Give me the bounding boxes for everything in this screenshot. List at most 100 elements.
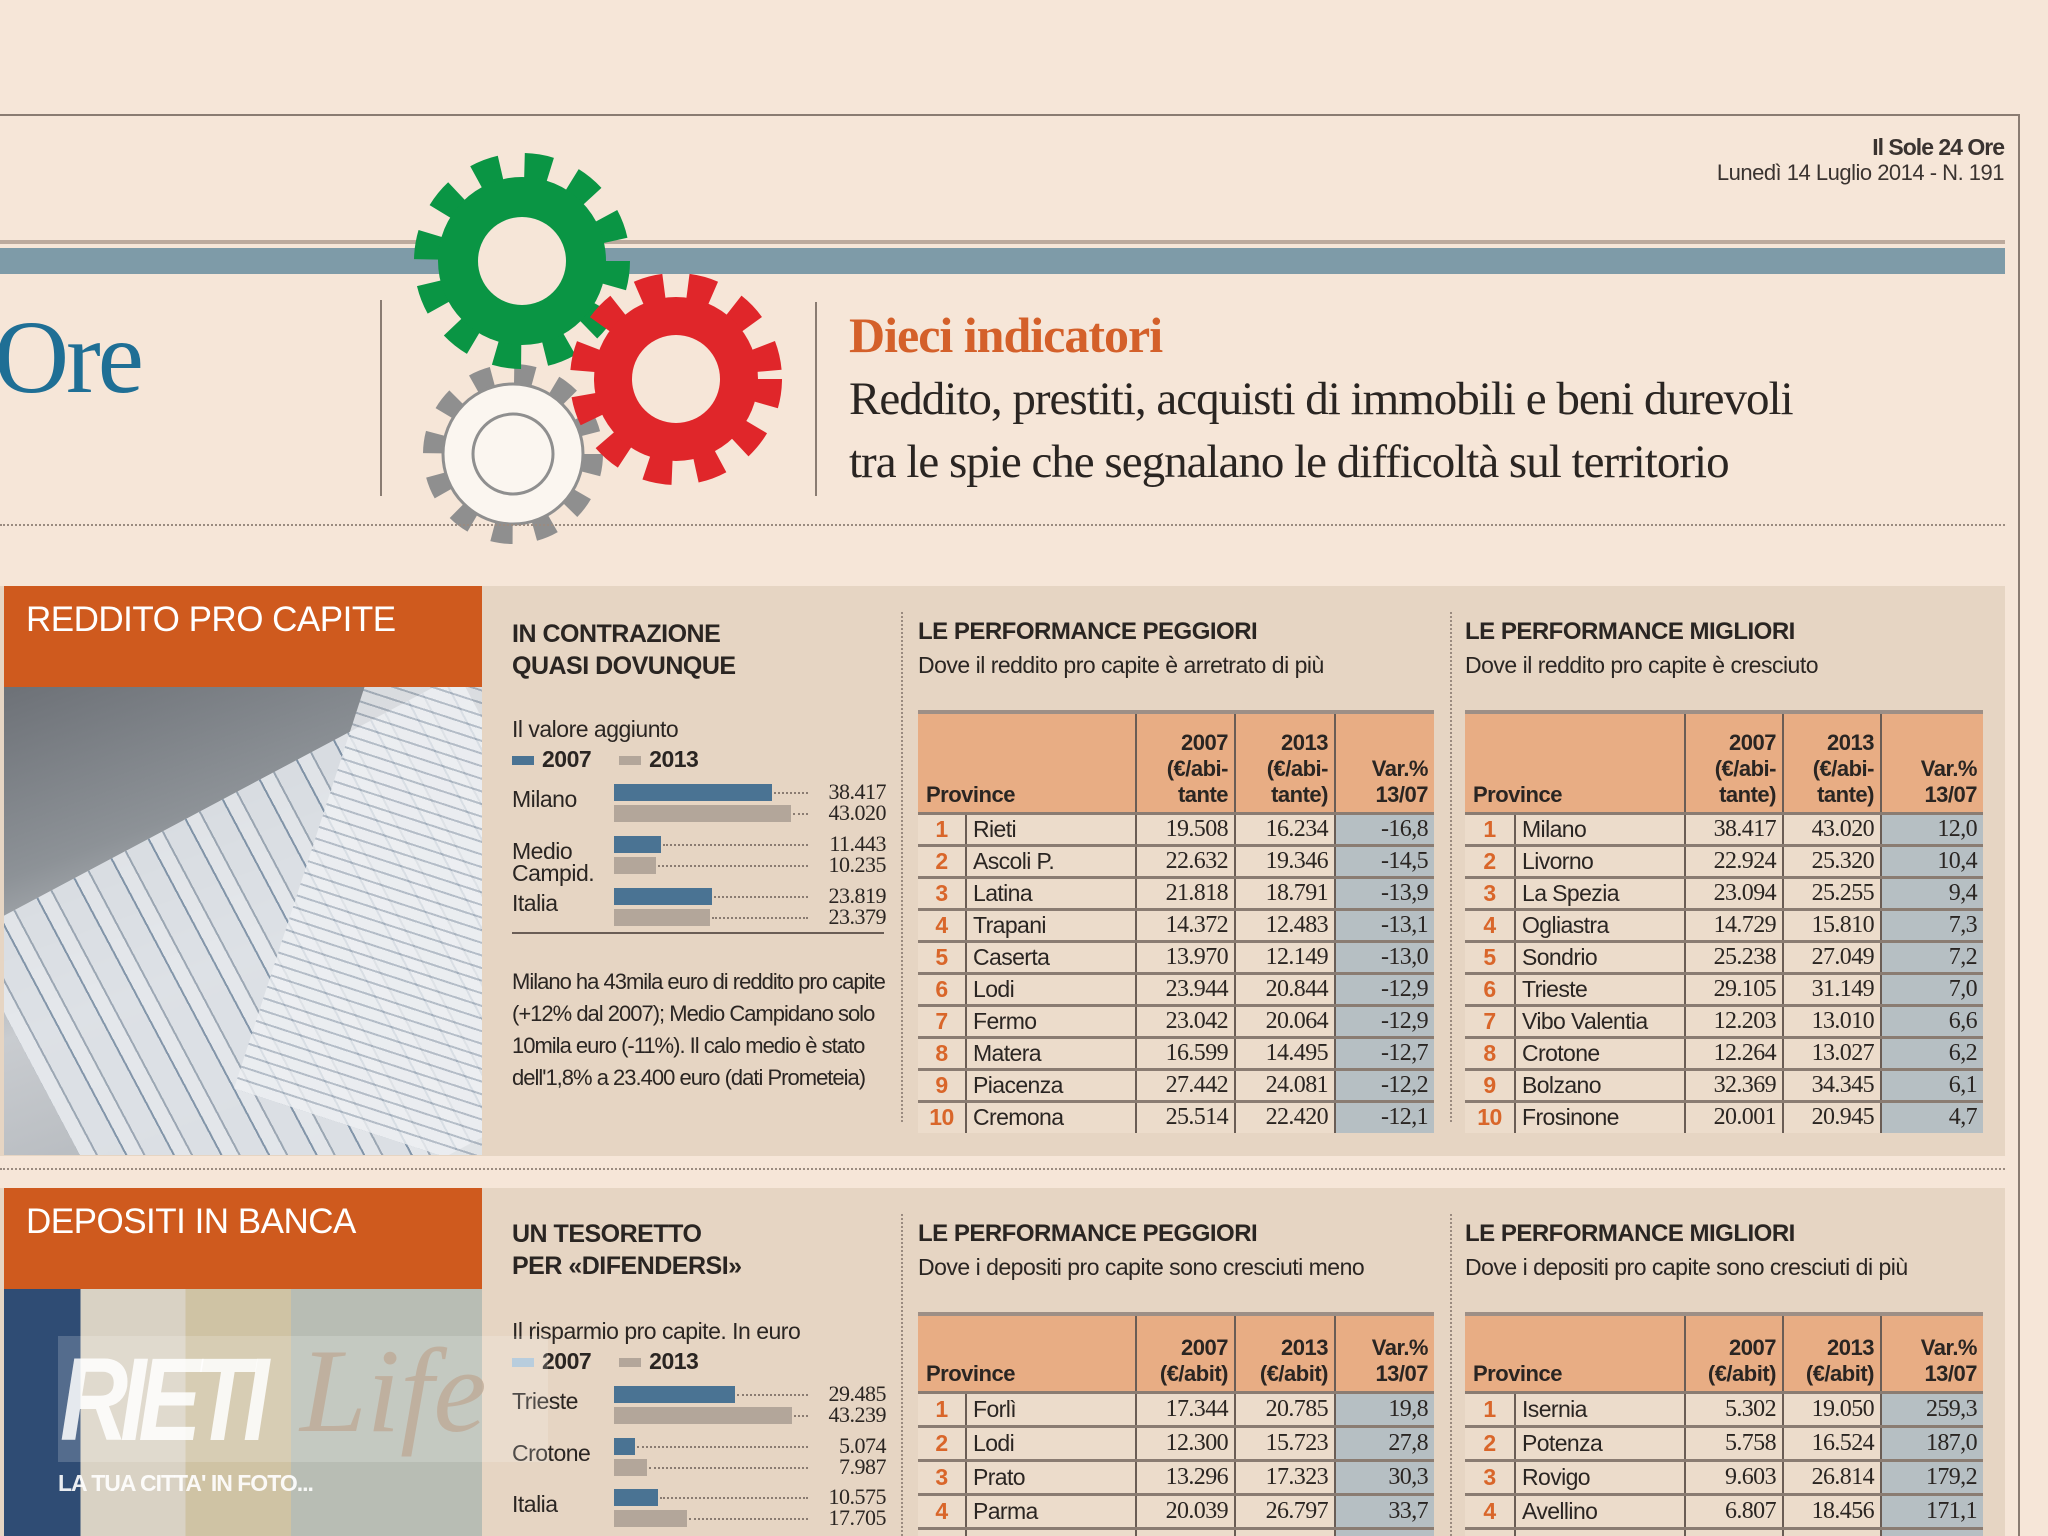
value-2013-cell: 16.524 [1783,1424,1882,1460]
bar-2013 [614,1459,647,1476]
province-cell: Sondrio [1515,939,1686,973]
newspaper-photo [4,687,482,1155]
table-row: 4 Avellino 6.807 18.456 171,1 [1465,1492,1983,1528]
table-subtitle: Dove i depositi pro capite sono cresciut… [918,1254,1365,1280]
var-pct-cell: 27,8 [1335,1424,1434,1460]
province-cell: Caserta [966,939,1137,973]
province-cell: Benevento [1515,1526,1686,1536]
province-cell: Piacenza [966,1067,1137,1101]
legend-label: 2007 [542,1348,592,1374]
value-2007-cell: 9.603 [1685,1458,1784,1494]
legend-swatch [619,756,642,766]
leader-line [658,865,808,867]
rank-cell: 8 [1465,1035,1516,1069]
column-header-province: Province [918,1312,1137,1392]
heading-line: UN TESORETTO [512,1220,702,1248]
right-rule [2018,114,2020,1536]
value-2013-cell: 17.323 [1235,1458,1336,1494]
province-cell: Fermo [966,1003,1137,1037]
table-row: 6 Lodi 23.944 20.844 -12,9 [918,971,1434,1005]
rank-cell: 9 [918,1067,967,1101]
value-2007-cell: 12.300 [1136,1424,1236,1460]
legend-swatch [512,756,534,766]
leader-line [774,792,808,794]
value-2013-cell: 14.495 [1235,1035,1336,1069]
var-pct-cell: 7,0 [1881,971,1983,1005]
value-2007-cell: 22.924 [1685,843,1784,877]
value-2013-cell: 18.456 [1783,1492,1882,1528]
data-table: Province 2007 (€/abit) 2013 (€/abit) Var.% … [918,1312,1434,1536]
value-2007-cell: 19.508 [1136,811,1236,845]
table-row: 6 Trieste 29.105 31.149 7,0 [1465,971,1983,1005]
var-pct-cell: 4,7 [1881,1099,1983,1133]
value-2007-cell: 25.238 [1685,939,1784,973]
gear-red-icon [570,273,782,485]
table-subtitle: Dove il reddito pro capite è cresciuto [1465,652,1819,678]
section-title: DEPOSITI IN BANCA [4,1188,482,1289]
var-pct-cell: 171,1 [1881,1492,1983,1528]
value-2007-cell: 25.514 [1136,1099,1236,1133]
category-label: Italia [512,1491,558,1517]
column-header: 2007 (€/abi- tante) [1685,710,1784,813]
column-header: 2013 (€/abit) [1783,1312,1882,1392]
rank-cell: 10 [1465,1099,1516,1133]
chart-baseline [512,932,884,934]
masthead: Il Sole 24 Ore Lunedì 14 Luglio 2014 - N… [1716,134,2005,186]
value-2007-cell: 13.970 [1136,939,1236,973]
column-header: 2013 (€/abit) [1235,1312,1336,1392]
value-2007-cell: 23.094 [1685,875,1784,909]
table-row: 10 Cremona 25.514 22.420 -12,1 [918,1099,1434,1133]
var-pct-cell: 6,1 [1881,1067,1983,1101]
rank-cell: 1 [918,811,967,845]
province-cell: Vibo Valentia [1515,1003,1686,1037]
var-pct-cell: 6,6 [1881,1003,1983,1037]
var-pct-cell: 33,7 [1335,1492,1434,1528]
rank-cell: 5 [918,1526,967,1536]
table-header-row: Province 2007 (€/abi- tante) 2013 (€/abi- … [1465,710,1983,813]
table-row: 5 Caserta 13.970 12.149 -13,0 [918,939,1434,973]
table-row: 3 Prato 13.296 17.323 30,3 [918,1458,1434,1494]
divider [380,300,382,496]
province-cell: Lodi [966,971,1137,1005]
var-pct-cell: -14,5 [1335,843,1434,877]
var-pct-cell: 179,2 [1881,1458,1983,1494]
category-label: Milano [512,786,577,812]
leader-line [659,1497,808,1499]
value-label: 29.485 [828,1381,887,1406]
table-row: 2 Potenza 5.758 16.524 187,0 [1465,1424,1983,1460]
table-row: 10 Frosinone 20.001 20.945 4,7 [1465,1099,1983,1133]
value-2013-cell: 15.810 [1783,907,1882,941]
leader-line [737,1394,808,1396]
data-table: Province 2007 (€/abit) 2013 (€/abit) Var.% … [1465,1312,1983,1536]
table-row: 1 Isernia 5.302 19.050 259,3 [1465,1390,1983,1426]
value-2007-cell: 38.417 [1685,811,1784,845]
column-header-province: Province [1465,710,1686,813]
rank-cell: 2 [1465,1424,1516,1460]
province-cell: Trapani [966,907,1137,941]
value-2007-cell: 23.944 [1136,971,1236,1005]
rank-cell: 3 [918,1458,967,1494]
gear-green-icon [414,153,630,369]
var-pct-cell: 10,4 [1881,843,1983,877]
table-subtitle: Dove il reddito pro capite è arretrato d… [918,652,1324,678]
leader-line [793,813,808,815]
value-2013-cell: 26.814 [1783,1458,1882,1494]
value-2013-cell: 26.797 [1235,1492,1336,1528]
value-label: 10.235 [828,852,887,877]
value-2013-cell: 31.149 [1783,971,1882,1005]
bar-2013 [614,909,711,926]
table-header-row: Province 2007 (€/abit) 2013 (€/abit) Var.% … [918,1312,1434,1392]
rank-cell: 8 [918,1035,967,1069]
value-2013-cell: 14.653 [1783,1526,1882,1536]
var-pct-cell: -13,9 [1335,875,1434,909]
dotted-divider [1450,1214,1452,1536]
bar-2013 [614,1510,687,1527]
stripe-rule [0,240,2005,244]
bar-2007 [614,888,712,905]
var-pct-cell: -16,8 [1335,811,1434,845]
leader-line [688,1518,808,1520]
value-2007-cell: 32.369 [1685,1067,1784,1101]
province-cell: Bolzano [1515,1067,1686,1101]
table-row: 1 Milano 38.417 43.020 12,0 [1465,811,1983,845]
issue-date: Lunedì 14 Luglio 2014 - N. 191 [1716,160,2005,185]
